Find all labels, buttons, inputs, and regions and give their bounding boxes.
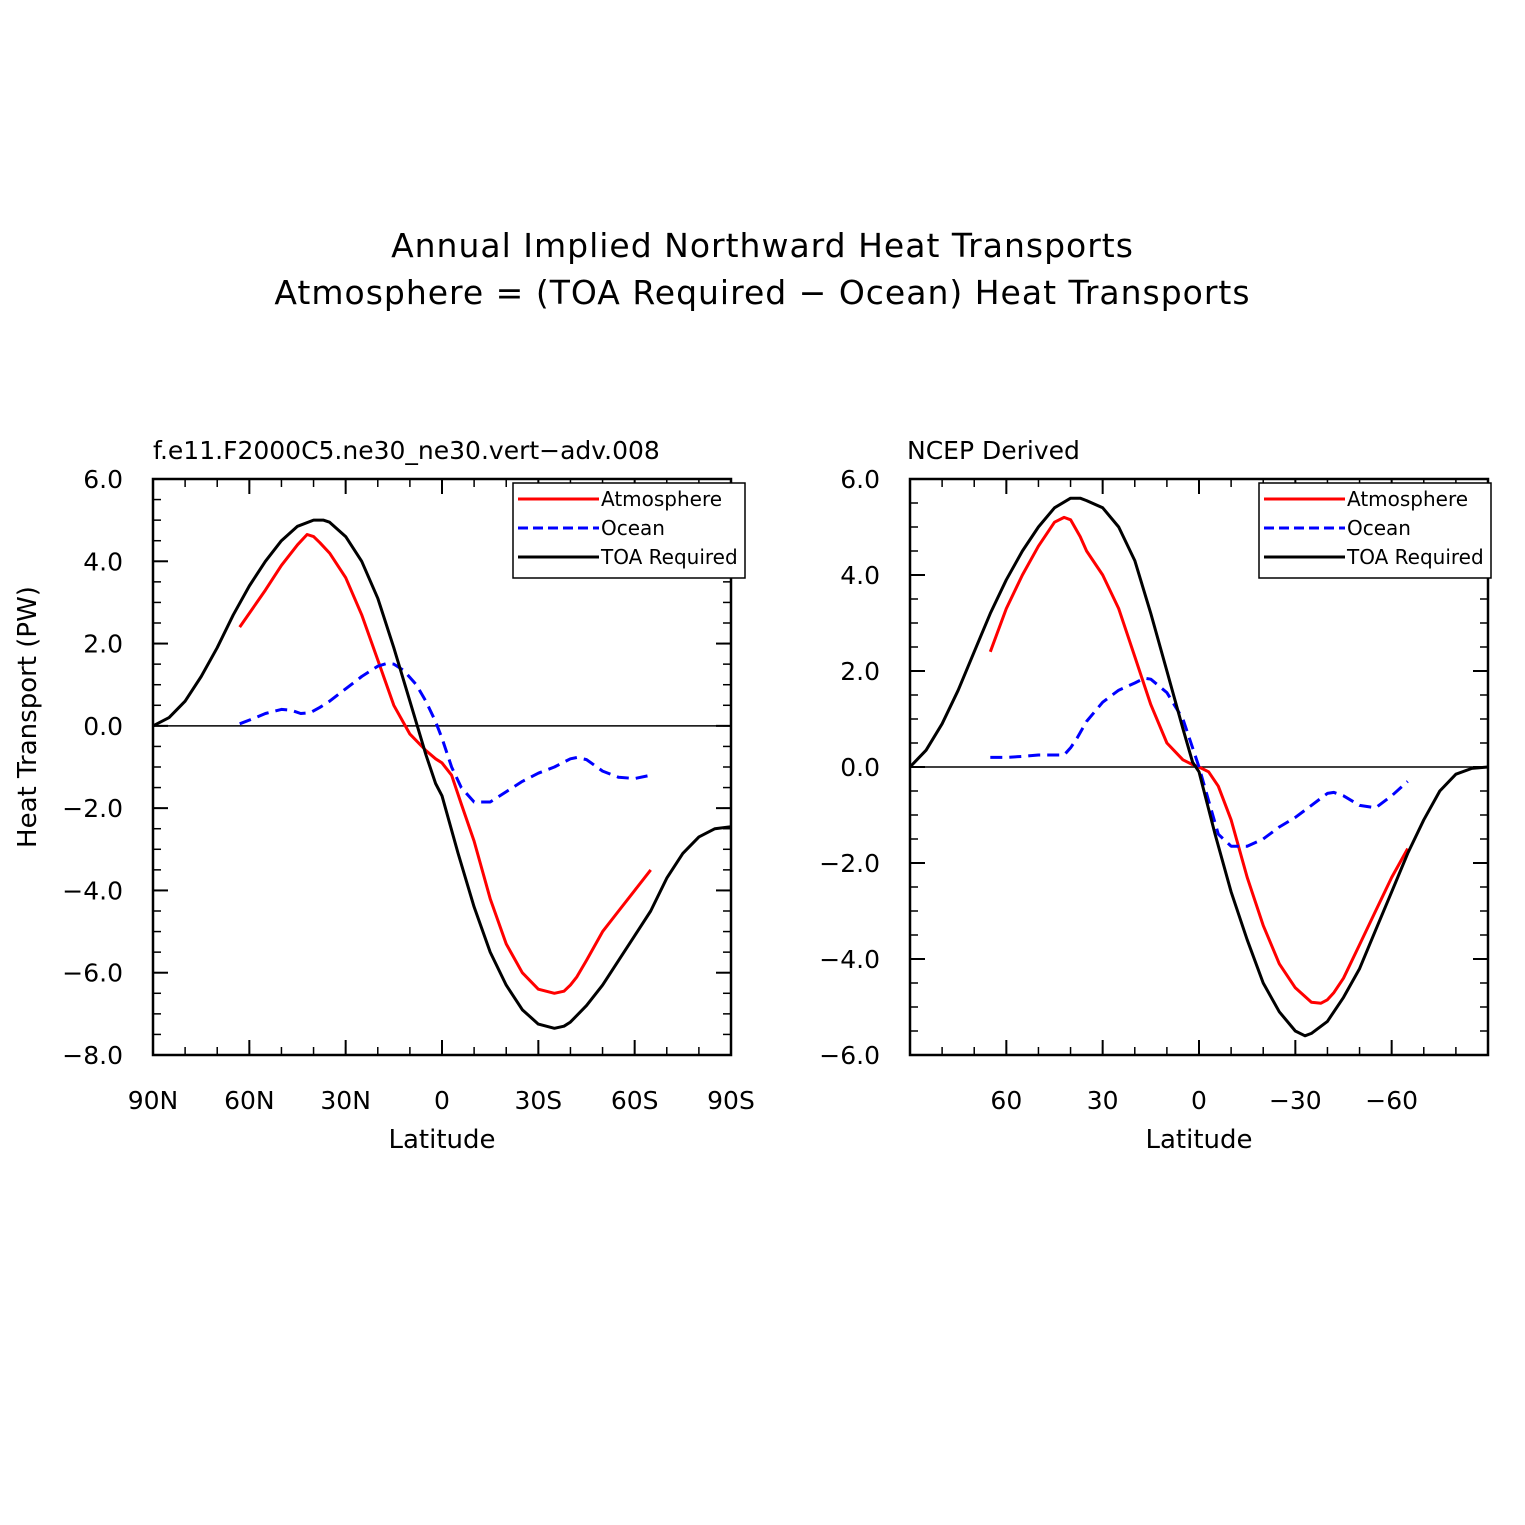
figure-title-line-2: Atmosphere = (TOA Required − Ocean) Heat… bbox=[274, 273, 1251, 312]
left-series-toa-required bbox=[153, 518, 731, 1030]
right-legend: Atmosphere Ocean TOA Required bbox=[1258, 482, 1492, 579]
right-y-tick-label: 0.0 bbox=[840, 753, 880, 782]
left-x-tick-label: 90S bbox=[707, 1086, 755, 1115]
right-y-tick-label: 2.0 bbox=[840, 657, 880, 686]
right-y-tick-label: 4.0 bbox=[840, 561, 880, 590]
figure-title-line-1: Annual Implied Northward Heat Transports bbox=[391, 226, 1134, 265]
left-x-tick-label: 0 bbox=[434, 1086, 450, 1115]
right-series-toa-required bbox=[910, 496, 1488, 1038]
left-plot-area bbox=[153, 518, 731, 1030]
left-y-tick-label: −6.0 bbox=[62, 959, 123, 988]
right-series-atmosphere bbox=[988, 515, 1410, 1005]
right-x-tick-label: −60 bbox=[1365, 1086, 1418, 1115]
left-y-tick-label: 0.0 bbox=[83, 712, 123, 741]
left-x-tick-label: 90N bbox=[128, 1086, 179, 1115]
right-x-tick-label: 60 bbox=[990, 1086, 1022, 1115]
right-series-ocean bbox=[990, 676, 1409, 848]
right-panel-title: NCEP Derived bbox=[907, 436, 1080, 465]
left-x-tick-label: 60N bbox=[224, 1086, 275, 1115]
left-y-tick-label: −2.0 bbox=[62, 794, 123, 823]
left-x-tick-label: 30S bbox=[514, 1086, 562, 1115]
right-x-axis-label: Latitude bbox=[1145, 1125, 1252, 1155]
left-x-axis-label: Latitude bbox=[388, 1125, 495, 1155]
right-x-tick-label: −30 bbox=[1269, 1086, 1322, 1115]
right-y-tick-label: −6.0 bbox=[819, 1041, 880, 1070]
left-y-tick-label: 4.0 bbox=[83, 547, 123, 576]
left-y-tick-label: −8.0 bbox=[62, 1041, 123, 1070]
left-x-tick-label: 60S bbox=[611, 1086, 659, 1115]
right-legend-label-ocean: Ocean bbox=[1347, 516, 1411, 540]
right-x-tick-label: 30 bbox=[1087, 1086, 1119, 1115]
right-legend-label-atmosphere: Atmosphere bbox=[1347, 487, 1468, 511]
right-plot-area bbox=[910, 496, 1488, 1038]
right-y-tick-label: −4.0 bbox=[819, 945, 880, 974]
left-panel-title: f.e11.F2000C5.ne30_ne30.vert−adv.008 bbox=[153, 436, 660, 465]
right-plot-frame bbox=[908, 477, 1490, 1057]
right-y-tick-label: 6.0 bbox=[840, 465, 880, 494]
left-plot-frame bbox=[151, 477, 733, 1057]
left-y-tick-label: 2.0 bbox=[83, 630, 123, 659]
left-series-atmosphere bbox=[238, 533, 652, 995]
left-legend-label-toa-required: TOA Required bbox=[600, 545, 738, 569]
right-legend-label-toa-required: TOA Required bbox=[1346, 545, 1484, 569]
left-series-ocean bbox=[239, 661, 652, 804]
left-legend-label-ocean: Ocean bbox=[601, 516, 665, 540]
left-y-tick-label: −4.0 bbox=[62, 876, 123, 905]
right-x-tick-label: 0 bbox=[1191, 1086, 1207, 1115]
left-y-tick-label: 6.0 bbox=[83, 465, 123, 494]
left-x-tick-label: 30N bbox=[320, 1086, 371, 1115]
left-legend-label-atmosphere: Atmosphere bbox=[601, 487, 722, 511]
right-y-tick-label: −2.0 bbox=[819, 849, 880, 878]
left-y-axis-label: Heat Transport (PW) bbox=[13, 586, 43, 848]
left-legend: Atmosphere Ocean TOA Required bbox=[512, 482, 746, 579]
